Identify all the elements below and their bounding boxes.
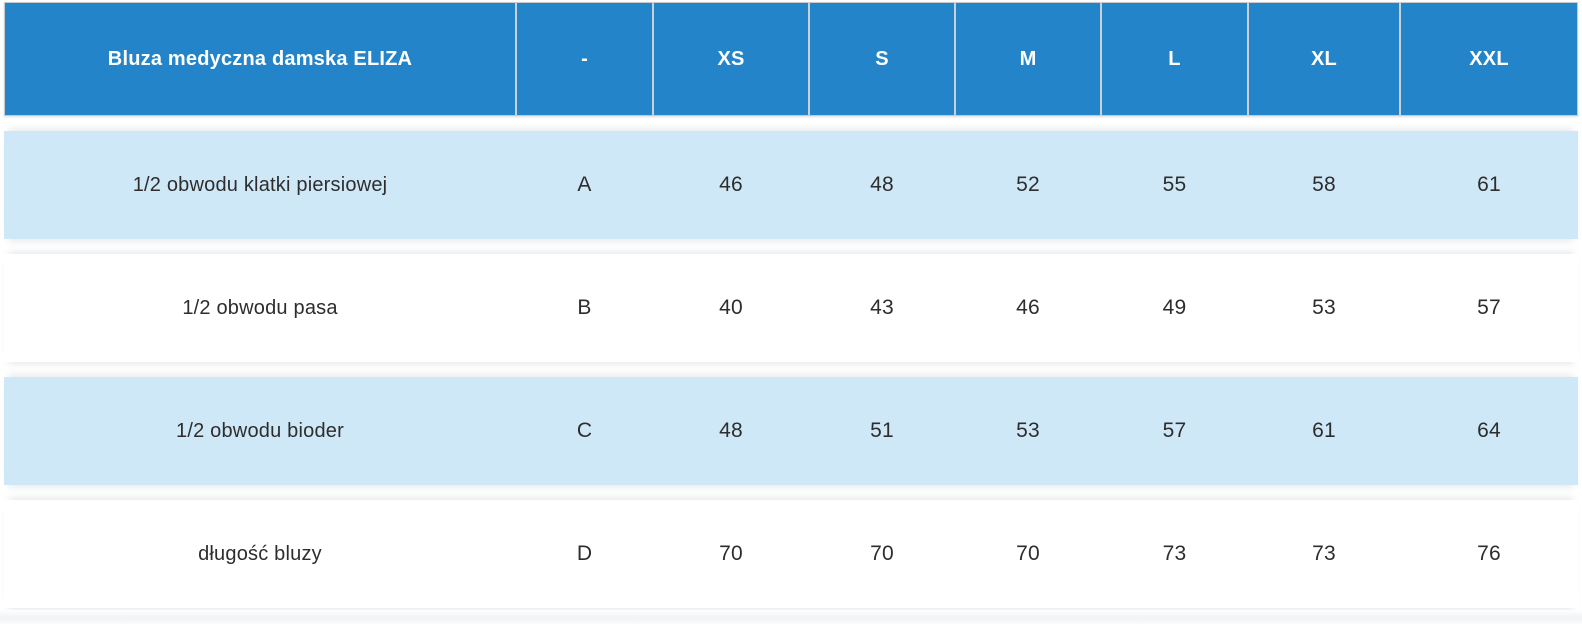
size-value: 46	[719, 173, 743, 196]
size-value: 58	[1312, 173, 1336, 196]
measurement-symbol: A	[577, 173, 592, 196]
size-value: 61	[1312, 419, 1336, 442]
size-value: 73	[1162, 542, 1187, 565]
size-table-body: 1/2 obwodu klatki piersiowej A 46 48 52 55 58 6…	[0, 131, 1582, 608]
column-header-l: L	[1102, 3, 1249, 115]
size-value: 55	[1162, 173, 1187, 196]
size-value: 57	[1477, 296, 1501, 319]
measurement-symbol: D	[576, 542, 593, 565]
size-value: 40	[719, 296, 743, 319]
measurement-label: 1/2 obwodu bioder	[176, 419, 344, 442]
size-value: 61	[1477, 173, 1501, 196]
size-value: 70	[719, 542, 743, 565]
size-value: 53	[1312, 296, 1336, 319]
size-value: 57	[1162, 419, 1187, 442]
size-value: 48	[719, 419, 743, 442]
measurement-symbol: C	[576, 419, 593, 442]
measurement-label: 1/2 obwodu klatki piersiowej	[132, 173, 388, 196]
column-header-xs: XS	[654, 3, 810, 115]
size-value: 73	[1312, 542, 1336, 565]
size-table-row: długość bluzy D 70 70 70 73 73 76	[4, 500, 1578, 608]
measurement-label: długość bluzy	[198, 542, 322, 565]
bottom-shadow-band	[0, 610, 1582, 624]
size-table-title: Bluza medyczna damska ELIZA	[5, 3, 517, 115]
measurement-label: 1/2 obwodu pasa	[182, 296, 338, 319]
size-value: 48	[870, 173, 894, 196]
size-table-row: 1/2 obwodu bioder C 48 51 53 57 61 64	[4, 377, 1578, 485]
column-header-xxl: XXL	[1469, 47, 1509, 70]
column-header-dash: -	[517, 3, 654, 115]
measurement-symbol: B	[577, 296, 592, 319]
size-table-row: 1/2 obwodu pasa B 40 43 46 49 53 57	[4, 254, 1578, 362]
size-value: 52	[1016, 173, 1040, 196]
size-value: 76	[1477, 542, 1501, 565]
size-table-header: Bluza medyczna damska ELIZA - XS S M L X…	[4, 2, 1578, 116]
size-value: 51	[870, 419, 894, 442]
size-table-row: 1/2 obwodu klatki piersiowej A 46 48 52 55 58 6…	[4, 131, 1578, 239]
column-header-s: S	[810, 3, 956, 115]
size-value: 49	[1162, 296, 1187, 319]
column-header-m: M	[956, 3, 1102, 115]
size-value: 53	[1016, 419, 1040, 442]
size-value: 70	[1016, 542, 1040, 565]
size-value: 64	[1477, 419, 1501, 442]
size-value: 70	[870, 542, 894, 565]
size-value: 43	[870, 296, 894, 319]
size-value: 46	[1016, 296, 1040, 319]
column-header-xl: XL	[1249, 3, 1401, 115]
